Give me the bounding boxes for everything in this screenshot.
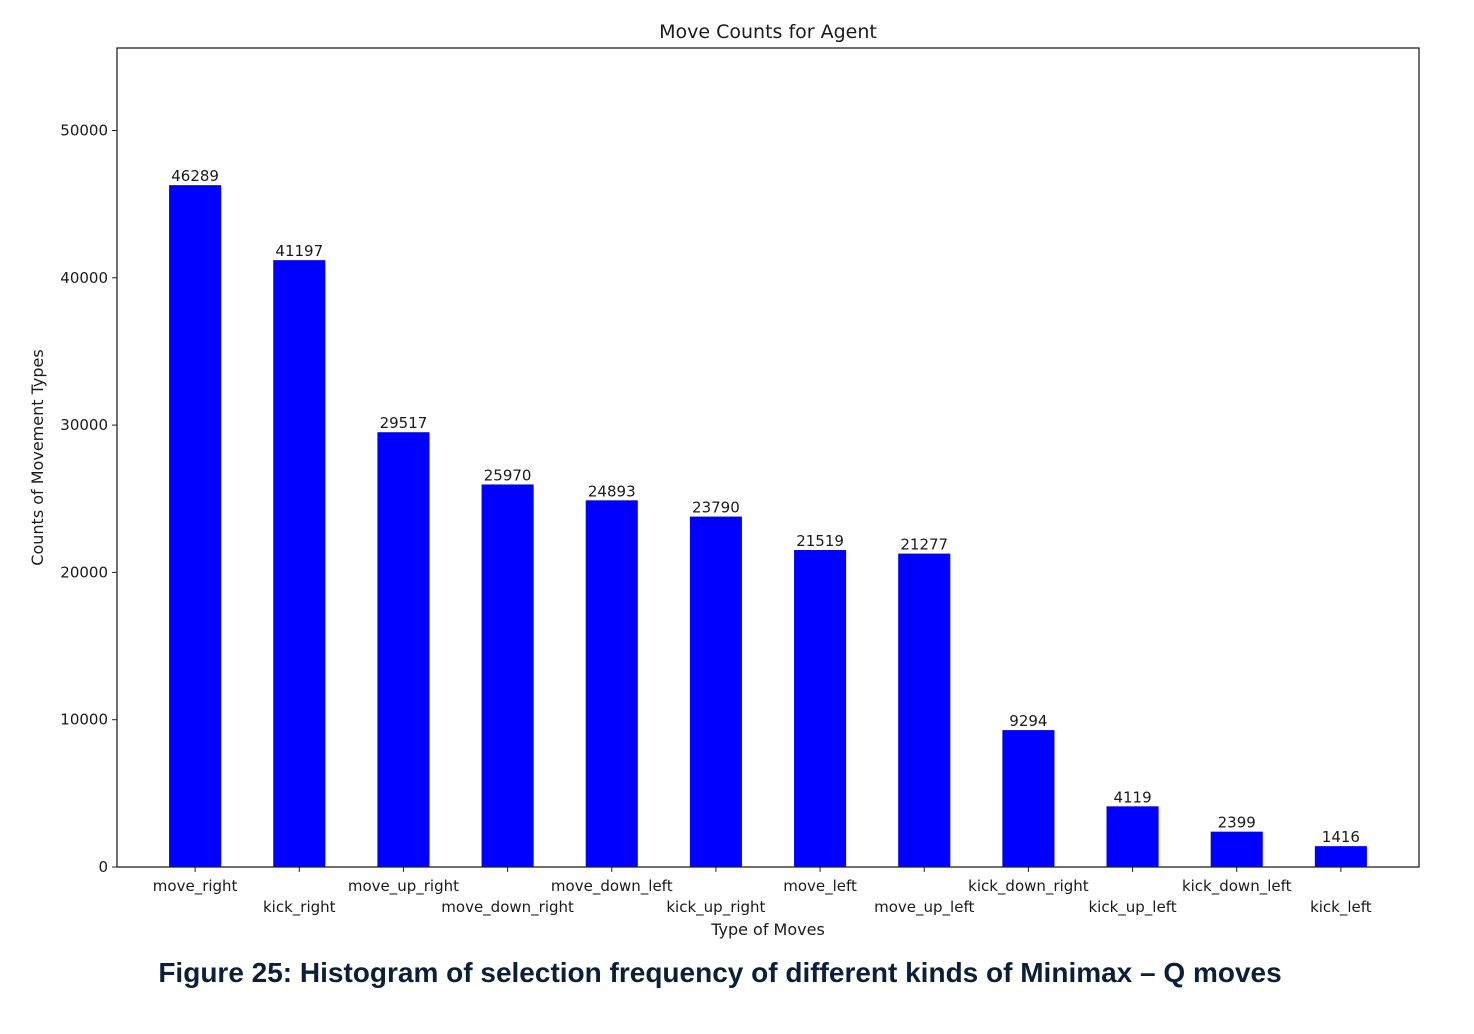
y-tick-label: 50000	[60, 121, 108, 139]
data-label: 24893	[588, 482, 636, 500]
data-label: 23790	[692, 499, 740, 517]
y-axis: 0 10000 20000 30000 40000 50000	[60, 121, 117, 876]
x-tick-label: move_right	[153, 877, 238, 896]
data-label: 46289	[171, 167, 219, 185]
bar-move-right	[169, 185, 222, 867]
bar-move-up-left	[898, 553, 951, 867]
plot-frame	[116, 47, 1420, 868]
bar-kick-up-left	[1106, 806, 1159, 867]
x-tick-label: kick_up_right	[666, 898, 765, 917]
bar-move-down-right	[481, 484, 534, 867]
bar-move-down-left	[585, 500, 638, 867]
data-label: 21519	[796, 532, 844, 550]
bar-move-up-right	[377, 432, 430, 867]
x-axis-label: Type of Moves	[710, 920, 825, 939]
figure-caption: Figure 25: Histogram of selection freque…	[158, 957, 1282, 988]
data-label: 41197	[275, 242, 323, 260]
x-tick-label: move_up_right	[348, 877, 459, 896]
data-label: 2399	[1218, 814, 1256, 832]
y-tick-label: 20000	[60, 563, 108, 581]
y-tick-label: 40000	[60, 269, 108, 287]
bar-kick-left	[1314, 846, 1367, 867]
chart-title: Move Counts for Agent	[659, 21, 877, 43]
y-tick-label: 30000	[60, 416, 108, 434]
bar-kick-right	[273, 260, 326, 867]
data-label: 29517	[380, 414, 428, 432]
x-axis: move_right kick_right move_up_right move_do…	[153, 867, 1372, 917]
x-tick-label: kick_down_right	[968, 877, 1089, 896]
data-label: 9294	[1009, 712, 1047, 730]
x-tick-label: kick_left	[1310, 898, 1372, 917]
x-tick-label: move_left	[783, 877, 857, 896]
data-label: 4119	[1113, 788, 1151, 806]
bar-kick-up-right	[689, 516, 742, 867]
x-tick-label: move_down_left	[551, 877, 673, 896]
bar-kick-down-right	[1002, 730, 1055, 867]
y-tick-label: 10000	[60, 711, 108, 729]
x-tick-label: move_up_left	[874, 898, 974, 917]
data-label: 1416	[1322, 828, 1360, 846]
x-tick-label: kick_up_left	[1088, 898, 1176, 917]
x-tick-label: move_down_right	[441, 898, 574, 917]
bar-kick-down-left	[1210, 831, 1263, 867]
y-axis-label: Counts of Movement Types	[28, 349, 47, 565]
y-tick-label: 0	[98, 858, 108, 876]
bars-group: 46289 41197 29517 25970 24893 23790 21519 21277…	[169, 167, 1367, 867]
bar-move-left	[794, 550, 847, 867]
x-tick-label: kick_down_left	[1182, 877, 1292, 896]
data-label: 21277	[900, 536, 948, 554]
x-tick-label: kick_right	[263, 898, 336, 917]
data-label: 25970	[484, 466, 532, 484]
